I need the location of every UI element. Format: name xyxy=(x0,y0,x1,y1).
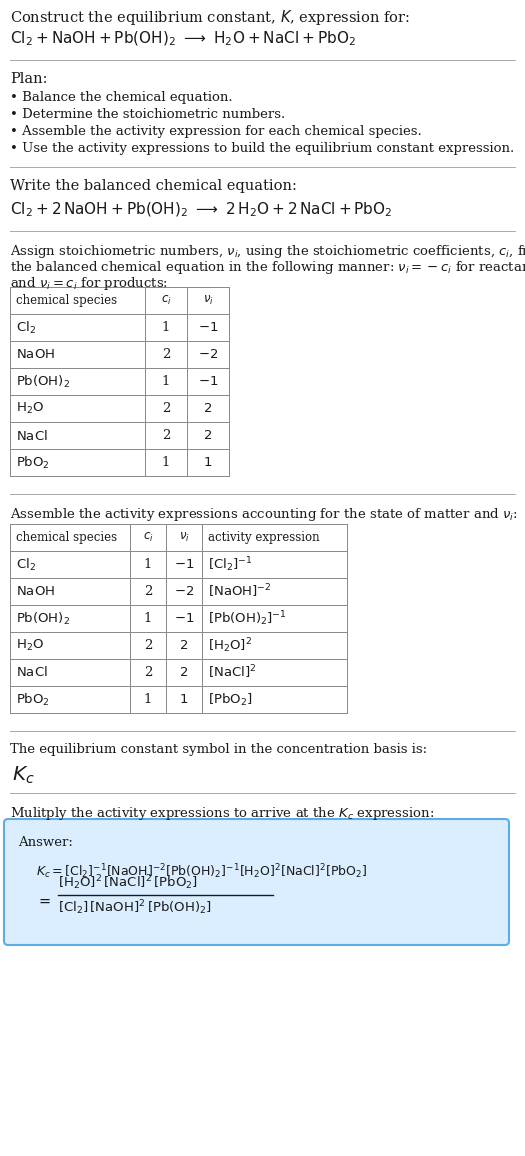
Text: activity expression: activity expression xyxy=(208,531,320,544)
Text: the balanced chemical equation in the following manner: $\nu_i = -c_i$ for react: the balanced chemical equation in the fo… xyxy=(10,259,525,276)
Text: $\mathrm{Pb(OH)_2}$: $\mathrm{Pb(OH)_2}$ xyxy=(16,610,70,627)
Text: Answer:: Answer: xyxy=(18,836,73,849)
Text: $[\mathrm{NaOH}]^{-2}$: $[\mathrm{NaOH}]^{-2}$ xyxy=(208,583,271,600)
Text: $1$: $1$ xyxy=(203,455,213,469)
Text: $c_i$: $c_i$ xyxy=(143,531,153,544)
Text: chemical species: chemical species xyxy=(16,294,117,307)
Text: $\mathrm{Cl_2}$: $\mathrm{Cl_2}$ xyxy=(16,319,36,335)
Text: $2$: $2$ xyxy=(180,666,188,679)
Text: $-1$: $-1$ xyxy=(198,375,218,388)
Text: • Balance the chemical equation.: • Balance the chemical equation. xyxy=(10,91,233,104)
Text: Mulitply the activity expressions to arrive at the $K_c$ expression:: Mulitply the activity expressions to arr… xyxy=(10,805,434,822)
Text: $[\mathrm{Cl_2}]^{-1}$: $[\mathrm{Cl_2}]^{-1}$ xyxy=(208,555,253,573)
Text: 1: 1 xyxy=(144,612,152,625)
Text: $2$: $2$ xyxy=(180,639,188,652)
Text: $[\mathrm{H_2O}]^2\,[\mathrm{NaCl}]^2\,[\mathrm{PbO_2}]$: $[\mathrm{H_2O}]^2\,[\mathrm{NaCl}]^2\,[… xyxy=(58,873,198,892)
Text: • Assemble the activity expression for each chemical species.: • Assemble the activity expression for e… xyxy=(10,125,422,138)
Text: $c_i$: $c_i$ xyxy=(161,294,171,307)
Text: $-2$: $-2$ xyxy=(198,348,218,361)
Text: Assign stoichiometric numbers, $\nu_i$, using the stoichiometric coefficients, $: Assign stoichiometric numbers, $\nu_i$, … xyxy=(10,243,525,260)
Text: The equilibrium constant symbol in the concentration basis is:: The equilibrium constant symbol in the c… xyxy=(10,743,427,756)
Text: 2: 2 xyxy=(144,639,152,652)
Text: $\mathrm{NaCl}$: $\mathrm{NaCl}$ xyxy=(16,429,48,443)
Text: $\mathrm{Cl_2 + 2\,NaOH + Pb(OH)_2 \ \longrightarrow \ 2\,H_2O + 2\,NaCl + PbO_2: $\mathrm{Cl_2 + 2\,NaOH + Pb(OH)_2 \ \lo… xyxy=(10,201,393,220)
Text: $[\mathrm{NaCl}]^{2}$: $[\mathrm{NaCl}]^{2}$ xyxy=(208,664,256,681)
Text: 1: 1 xyxy=(144,692,152,706)
Text: Write the balanced chemical equation:: Write the balanced chemical equation: xyxy=(10,179,297,193)
Text: $\mathrm{Cl_2}$: $\mathrm{Cl_2}$ xyxy=(16,556,36,572)
Text: $[\mathrm{H_2O}]^{2}$: $[\mathrm{H_2O}]^{2}$ xyxy=(208,636,252,654)
Text: $\mathrm{NaCl}$: $\mathrm{NaCl}$ xyxy=(16,666,48,680)
Text: 1: 1 xyxy=(162,455,170,469)
Text: 1: 1 xyxy=(162,321,170,334)
Text: $\mathrm{Cl_2 + NaOH + Pb(OH)_2 \ \longrightarrow \ H_2O + NaCl + PbO_2}$: $\mathrm{Cl_2 + NaOH + Pb(OH)_2 \ \longr… xyxy=(10,30,356,49)
Text: $-1$: $-1$ xyxy=(198,321,218,334)
Text: $[\mathrm{Cl_2}]\,[\mathrm{NaOH}]^2\,[\mathrm{Pb(OH)_2}]$: $[\mathrm{Cl_2}]\,[\mathrm{NaOH}]^2\,[\m… xyxy=(58,898,212,917)
Text: $=$: $=$ xyxy=(36,892,51,907)
Text: $\mathrm{H_2O}$: $\mathrm{H_2O}$ xyxy=(16,638,44,653)
Text: 2: 2 xyxy=(162,429,170,442)
Text: chemical species: chemical species xyxy=(16,531,117,544)
FancyBboxPatch shape xyxy=(4,818,509,944)
Text: Plan:: Plan: xyxy=(10,72,47,86)
Text: Assemble the activity expressions accounting for the state of matter and $\nu_i$: Assemble the activity expressions accoun… xyxy=(10,506,518,523)
Text: $\mathrm{Pb(OH)_2}$: $\mathrm{Pb(OH)_2}$ xyxy=(16,373,70,390)
Text: $\mathrm{PbO_2}$: $\mathrm{PbO_2}$ xyxy=(16,691,50,707)
Text: 1: 1 xyxy=(162,375,170,388)
Text: 2: 2 xyxy=(144,585,152,598)
Text: $-2$: $-2$ xyxy=(174,585,194,598)
Text: $\mathrm{H_2O}$: $\mathrm{H_2O}$ xyxy=(16,401,44,416)
Text: $K_c = [\mathrm{Cl_2}]^{-1}[\mathrm{NaOH}]^{-2}[\mathrm{Pb(OH)_2}]^{-1}[\mathrm{: $K_c = [\mathrm{Cl_2}]^{-1}[\mathrm{NaOH… xyxy=(36,862,367,881)
Text: $[\mathrm{Pb(OH)_2}]^{-1}$: $[\mathrm{Pb(OH)_2}]^{-1}$ xyxy=(208,609,287,628)
Text: $-1$: $-1$ xyxy=(174,558,194,571)
Text: $1$: $1$ xyxy=(180,692,188,706)
Text: $\mathrm{NaOH}$: $\mathrm{NaOH}$ xyxy=(16,585,55,598)
Text: 1: 1 xyxy=(144,558,152,571)
Text: $\mathrm{NaOH}$: $\mathrm{NaOH}$ xyxy=(16,348,55,361)
Text: Construct the equilibrium constant, $K$, expression for:: Construct the equilibrium constant, $K$,… xyxy=(10,8,410,27)
Text: $\mathrm{PbO_2}$: $\mathrm{PbO_2}$ xyxy=(16,454,50,470)
Text: • Use the activity expressions to build the equilibrium constant expression.: • Use the activity expressions to build … xyxy=(10,142,514,155)
Text: $\nu_i$: $\nu_i$ xyxy=(178,531,190,544)
Text: and $\nu_i = c_i$ for products:: and $\nu_i = c_i$ for products: xyxy=(10,275,168,292)
Text: 2: 2 xyxy=(162,402,170,415)
Text: 2: 2 xyxy=(162,348,170,361)
Text: $\mathit{K}_c$: $\mathit{K}_c$ xyxy=(12,765,35,786)
Text: $[\mathrm{PbO_2}]$: $[\mathrm{PbO_2}]$ xyxy=(208,691,253,707)
Text: $2$: $2$ xyxy=(204,429,213,442)
Text: 2: 2 xyxy=(144,666,152,679)
Text: $\nu_i$: $\nu_i$ xyxy=(203,294,213,307)
Text: $-1$: $-1$ xyxy=(174,612,194,625)
Text: $2$: $2$ xyxy=(204,402,213,415)
Text: • Determine the stoichiometric numbers.: • Determine the stoichiometric numbers. xyxy=(10,108,285,121)
